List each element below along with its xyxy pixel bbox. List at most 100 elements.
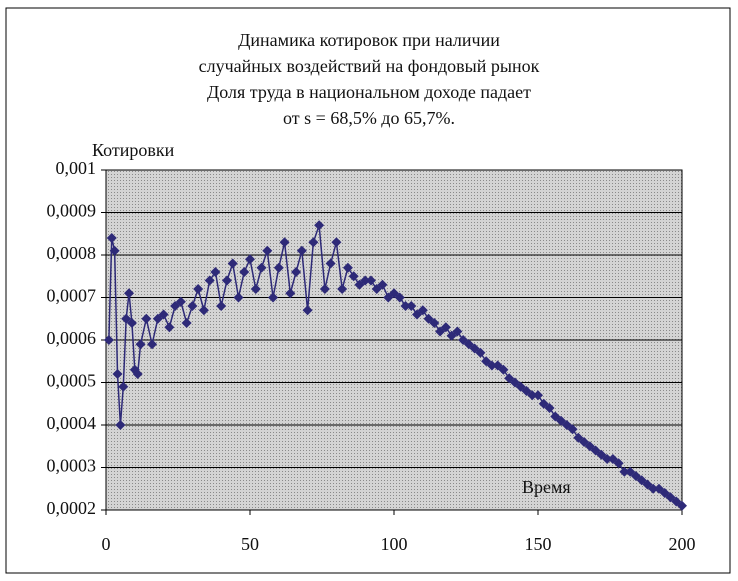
marker bbox=[158, 309, 169, 320]
marker bbox=[109, 245, 120, 256]
marker bbox=[596, 449, 607, 460]
marker bbox=[452, 326, 463, 337]
marker bbox=[175, 296, 186, 307]
marker bbox=[331, 237, 342, 248]
marker bbox=[389, 288, 399, 299]
marker bbox=[607, 454, 618, 464]
y-tick-label: 0,0004 bbox=[47, 413, 97, 433]
marker bbox=[377, 279, 388, 290]
marker bbox=[533, 390, 543, 401]
marker bbox=[636, 475, 647, 486]
marker bbox=[103, 335, 114, 345]
marker bbox=[619, 466, 630, 477]
marker bbox=[319, 284, 330, 294]
y-tick-label: 0,0006 bbox=[47, 328, 97, 348]
marker bbox=[279, 237, 290, 248]
marker bbox=[642, 479, 653, 490]
marker bbox=[210, 267, 221, 277]
marker bbox=[337, 284, 348, 294]
title-line: Доля труда в национальном доходе падает bbox=[207, 82, 531, 102]
x-tick-label: 150 bbox=[525, 534, 552, 554]
marker bbox=[423, 313, 434, 324]
marker bbox=[262, 245, 273, 256]
title-line: случайных воздействий на фондовый рынок bbox=[199, 56, 540, 76]
marker bbox=[630, 471, 641, 481]
marker bbox=[106, 233, 117, 243]
marker bbox=[187, 301, 198, 311]
y-axis-label: Котировки bbox=[92, 140, 175, 160]
marker bbox=[342, 262, 353, 273]
marker bbox=[115, 420, 126, 430]
marker bbox=[665, 492, 676, 503]
marker bbox=[613, 458, 624, 469]
marker bbox=[164, 322, 175, 333]
marker bbox=[400, 301, 411, 311]
marker bbox=[584, 441, 595, 452]
marker bbox=[308, 237, 319, 248]
marker bbox=[204, 275, 215, 286]
marker bbox=[527, 390, 538, 401]
marker bbox=[296, 245, 307, 256]
x-tick-label: 50 bbox=[241, 534, 259, 554]
marker bbox=[273, 262, 284, 273]
marker bbox=[579, 437, 590, 447]
marker bbox=[250, 284, 261, 294]
marker bbox=[561, 420, 572, 430]
marker bbox=[233, 292, 244, 303]
marker bbox=[371, 284, 382, 294]
frame bbox=[5, 7, 731, 574]
marker bbox=[365, 275, 376, 286]
marker bbox=[538, 398, 549, 409]
marker bbox=[544, 403, 555, 413]
marker bbox=[463, 339, 474, 350]
series-line bbox=[108, 225, 683, 507]
marker bbox=[394, 292, 405, 303]
marker bbox=[446, 330, 457, 341]
marker bbox=[509, 377, 520, 388]
marker bbox=[124, 288, 135, 299]
marker bbox=[291, 267, 302, 277]
title-line: от s = 68,5% до 65,7%. bbox=[283, 108, 455, 128]
marker bbox=[475, 347, 486, 358]
marker bbox=[285, 288, 296, 299]
marker bbox=[383, 292, 394, 303]
title: Динамика котировок при наличии случайных … bbox=[199, 30, 540, 128]
marker bbox=[348, 271, 359, 282]
marker bbox=[198, 305, 209, 316]
marker bbox=[221, 275, 232, 286]
marker bbox=[245, 254, 255, 265]
marker bbox=[550, 411, 561, 422]
y-tick-label: 0,0002 bbox=[47, 498, 97, 518]
marker bbox=[677, 500, 687, 511]
x-tick-label: 0 bbox=[102, 534, 111, 554]
marker bbox=[648, 483, 659, 494]
marker bbox=[360, 275, 371, 286]
marker bbox=[590, 445, 601, 456]
x-tick-label: 200 bbox=[669, 534, 696, 554]
marker bbox=[227, 258, 238, 269]
marker bbox=[515, 381, 526, 392]
marker bbox=[469, 343, 480, 354]
marker bbox=[406, 301, 417, 311]
marker bbox=[216, 301, 227, 311]
marker bbox=[314, 220, 325, 231]
y-tick-label: 0,0009 bbox=[47, 201, 97, 221]
marker bbox=[239, 267, 250, 277]
marker bbox=[181, 318, 192, 328]
marker bbox=[573, 432, 584, 443]
title-line: Динамика котировок при наличии bbox=[238, 30, 500, 50]
marker bbox=[417, 305, 428, 316]
y-tick-label: 0,0003 bbox=[47, 456, 97, 476]
y-tick-label: 0,0008 bbox=[47, 243, 97, 263]
marker bbox=[170, 301, 181, 311]
x-axis-label: Время bbox=[522, 477, 571, 497]
marker bbox=[412, 309, 423, 320]
marker bbox=[659, 488, 670, 498]
marker bbox=[112, 369, 123, 379]
marker bbox=[152, 313, 163, 324]
marker bbox=[354, 279, 365, 290]
marker bbox=[121, 313, 132, 324]
x-tick-label: 100 bbox=[381, 534, 408, 554]
marker bbox=[126, 318, 137, 328]
